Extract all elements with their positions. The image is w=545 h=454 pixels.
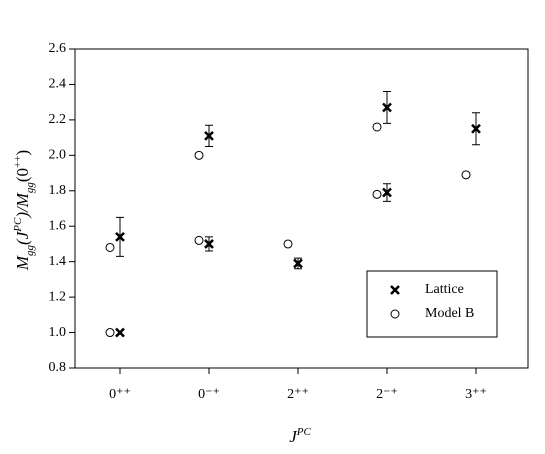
data-point [372,122,382,132]
y-label-part: (J [13,230,32,245]
y-tick-label: 1.6 [49,218,67,233]
y-tick-label: 1.0 [49,325,67,340]
x-tick-label: 0⁺⁺ [109,387,131,402]
data-point [372,189,382,199]
data-point [471,123,481,134]
y-label-part: gg [24,244,36,256]
legend-marker [390,309,400,319]
y-axis-label: Mgg(JPC)/Mgg(0++) [12,150,36,271]
y-tick-label: 2.2 [49,112,67,127]
x-label-part: J [289,427,298,446]
y-tick-label: 1.4 [49,254,67,269]
legend-label: Model B [425,306,474,321]
x-axis-label: JPC [289,426,311,446]
legend-box [366,270,498,338]
y-tick-label: 2.0 [49,148,67,163]
data-point [293,258,303,269]
y-tick-label: 0.8 [49,360,67,375]
x-tick-label: 0⁻⁺ [198,387,220,402]
y-label-part: M [13,255,32,271]
x-label-part: PC [296,426,312,438]
y-tick-label: 1.2 [49,289,67,304]
legend-label: Lattice [425,282,464,297]
y-label-part: gg [24,182,36,194]
data-point [105,328,115,338]
data-point [283,239,293,249]
y-label-part: ) [13,150,32,156]
y-label-part: )/M [13,192,32,218]
data-point [461,170,471,180]
data-point [115,327,125,338]
data-point [194,150,204,160]
legend-marker [390,285,400,295]
y-tick-label: 2.6 [49,41,67,56]
y-label-part: PC [12,217,24,233]
data-point [204,130,214,141]
y-label-part: ++ [12,156,24,168]
data-point [194,235,204,245]
x-tick-label: 3⁺⁺ [465,387,487,402]
y-label-part: (0 [13,168,32,182]
data-point [382,187,392,198]
y-tick-label: 2.4 [49,77,67,92]
data-point [105,242,115,252]
x-tick-label: 2⁻⁺ [376,387,398,402]
y-tick-label: 1.8 [49,183,67,198]
data-point [115,231,125,242]
data-point [382,102,392,113]
plot-frame [74,48,529,369]
x-tick-label: 2⁺⁺ [287,387,309,402]
data-point [204,239,214,249]
